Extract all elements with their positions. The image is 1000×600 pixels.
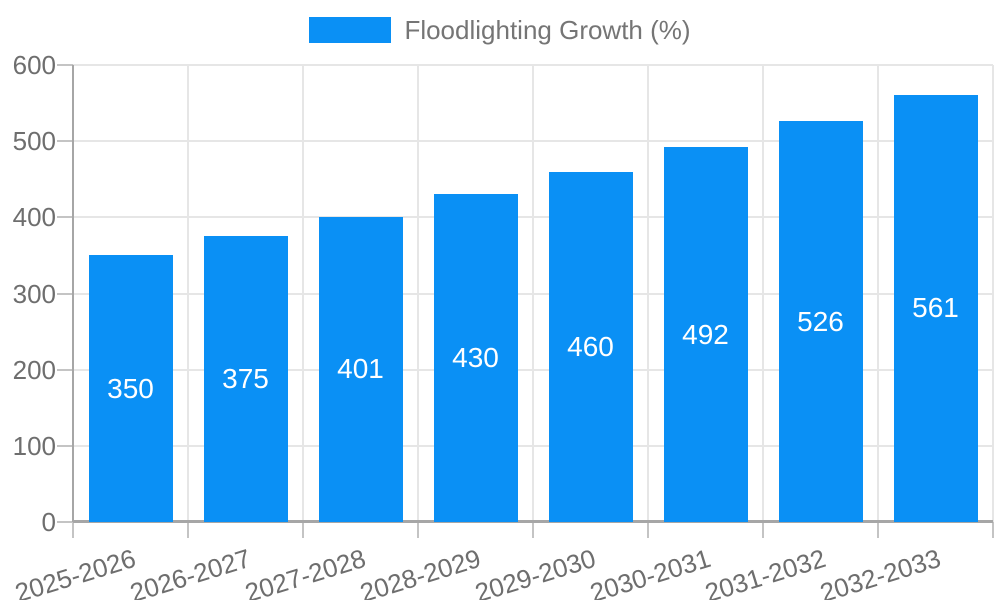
x-gridline — [187, 65, 189, 522]
bar[interactable] — [88, 255, 173, 522]
x-axis-tick-label: 2025-2026 — [11, 543, 140, 600]
bar-value-label: 430 — [452, 342, 499, 374]
bar[interactable] — [778, 121, 863, 522]
x-axis-line — [73, 520, 993, 523]
y-tick-mark — [57, 216, 73, 219]
x-tick-mark — [647, 522, 649, 538]
x-tick-mark — [992, 522, 994, 538]
x-gridline — [762, 65, 764, 522]
x-axis-tick-label: 2028-2029 — [356, 543, 485, 600]
bar-value-label: 492 — [682, 318, 729, 350]
x-gridline — [992, 65, 994, 522]
bar[interactable] — [893, 94, 978, 522]
bar[interactable] — [318, 216, 403, 522]
y-axis-tick-label: 600 — [12, 50, 56, 80]
y-axis-tick-label: 200 — [12, 354, 56, 385]
x-tick-mark — [532, 522, 534, 538]
bar[interactable] — [663, 147, 748, 522]
bar[interactable] — [203, 236, 288, 522]
x-tick-mark — [187, 522, 189, 538]
x-tick-mark — [762, 522, 764, 538]
bar[interactable] — [433, 194, 518, 522]
bar-value-label: 401 — [337, 353, 384, 385]
x-tick-mark — [72, 522, 74, 538]
bar-value-label: 375 — [222, 363, 269, 395]
x-tick-mark — [302, 522, 304, 538]
y-tick-mark — [57, 444, 73, 447]
y-tick-mark — [57, 521, 73, 523]
x-axis-tick-label: 2029-2030 — [471, 543, 600, 600]
x-gridline — [647, 65, 649, 522]
y-tick-mark — [57, 64, 73, 66]
bar-value-label: 561 — [912, 292, 959, 324]
legend-label: Floodlighting Growth (%) — [404, 15, 691, 45]
y-axis-tick-label: 400 — [12, 202, 56, 233]
y-tick-mark — [57, 292, 73, 295]
x-axis-tick-label: 2026-2027 — [126, 543, 255, 600]
bar-value-label: 460 — [567, 330, 614, 362]
x-axis-tick-label: 2031-2032 — [701, 543, 830, 600]
x-gridline — [302, 65, 304, 522]
y-axis-tick-label: 300 — [12, 278, 56, 309]
legend-swatch-icon — [309, 17, 392, 43]
x-axis-tick-label: 2027-2028 — [241, 543, 370, 600]
x-axis-tick-label: 2032-2033 — [816, 543, 945, 600]
y-axis-tick-label: 0 — [41, 507, 56, 537]
legend[interactable]: Floodlighting Growth (%) — [0, 15, 1000, 45]
bar[interactable] — [548, 171, 633, 522]
bar-value-label: 526 — [797, 305, 844, 337]
x-tick-mark — [417, 522, 419, 538]
y-axis-tick-label: 100 — [12, 430, 56, 461]
x-axis-tick-label: 2030-2031 — [586, 543, 715, 600]
x-gridline — [417, 65, 419, 522]
y-axis-line — [72, 65, 74, 522]
x-tick-mark — [877, 522, 879, 538]
bar-value-label: 350 — [107, 372, 154, 404]
x-gridline — [877, 65, 879, 522]
y-tick-mark — [57, 140, 73, 143]
y-tick-mark — [57, 368, 73, 371]
x-gridline — [532, 65, 534, 522]
y-axis-tick-label: 500 — [12, 126, 56, 157]
